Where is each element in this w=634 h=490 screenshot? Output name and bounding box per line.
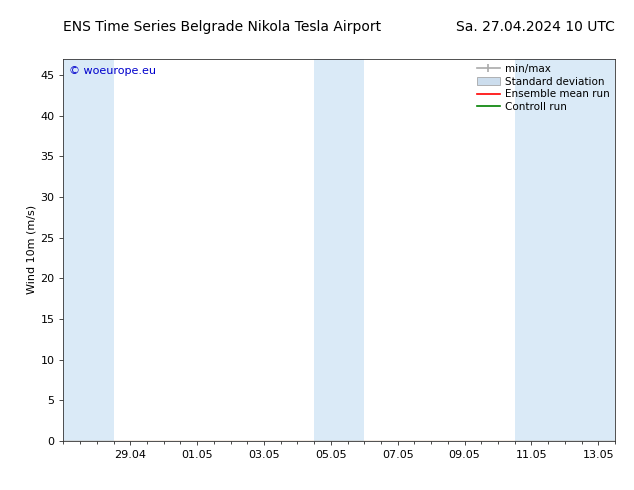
Text: © woeurope.eu: © woeurope.eu	[69, 67, 156, 76]
Y-axis label: Wind 10m (m/s): Wind 10m (m/s)	[26, 205, 36, 294]
Legend: min/max, Standard deviation, Ensemble mean run, Controll run: min/max, Standard deviation, Ensemble me…	[474, 61, 613, 115]
Bar	[314, 59, 365, 441]
Text: ENS Time Series Belgrade Nikola Tesla Airport: ENS Time Series Belgrade Nikola Tesla Ai…	[63, 20, 382, 34]
Bar	[515, 59, 615, 441]
Text: Sa. 27.04.2024 10 UTC: Sa. 27.04.2024 10 UTC	[456, 20, 615, 34]
Bar	[63, 59, 113, 441]
